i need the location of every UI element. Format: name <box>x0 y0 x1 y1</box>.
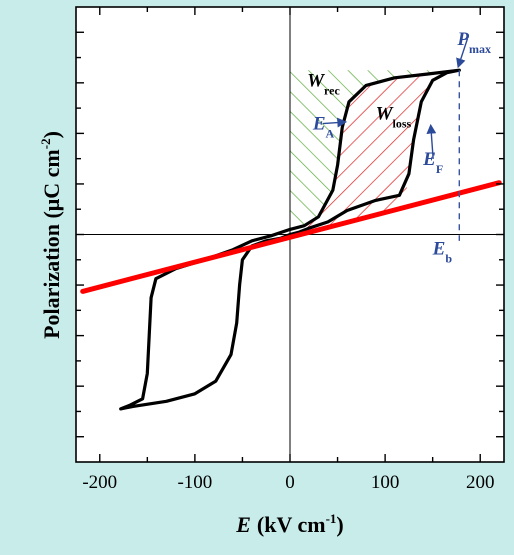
annotation-e-a-arrow <box>322 117 348 128</box>
x-tick-label: 100 <box>371 472 400 493</box>
x-tick-label: -100 <box>177 472 212 493</box>
series-hysteresis-loop <box>119 68 461 411</box>
axis-ticks: -200 -100 0 100 200 <box>76 7 504 493</box>
annotation-w-loss: Wloss <box>376 103 412 130</box>
annotation-p-max: Pmax <box>456 29 491 56</box>
annotations-layer: Pmax Wrec Wloss EA EF Eb <box>307 29 491 266</box>
annotation-e-f-arrow <box>426 123 437 160</box>
x-tick-label: 200 <box>466 472 495 493</box>
annotation-w-rec: Wrec <box>307 71 340 98</box>
annotation-e-b: Eb <box>432 239 453 266</box>
annotation-p-max-arrow <box>456 38 469 69</box>
annotation-e-a: EA <box>312 114 335 141</box>
x-axis-label: E (kV cm-1) <box>235 511 344 537</box>
x-tick-label: 0 <box>285 472 295 493</box>
series-layer <box>80 68 502 411</box>
x-tick-label: -200 <box>82 472 117 493</box>
annotation-e-f: EF <box>422 149 443 176</box>
series-linear-fit <box>80 180 502 294</box>
region-w-loss <box>290 70 460 237</box>
y-axis-label: Polarization (μC cm-2) <box>38 131 64 339</box>
